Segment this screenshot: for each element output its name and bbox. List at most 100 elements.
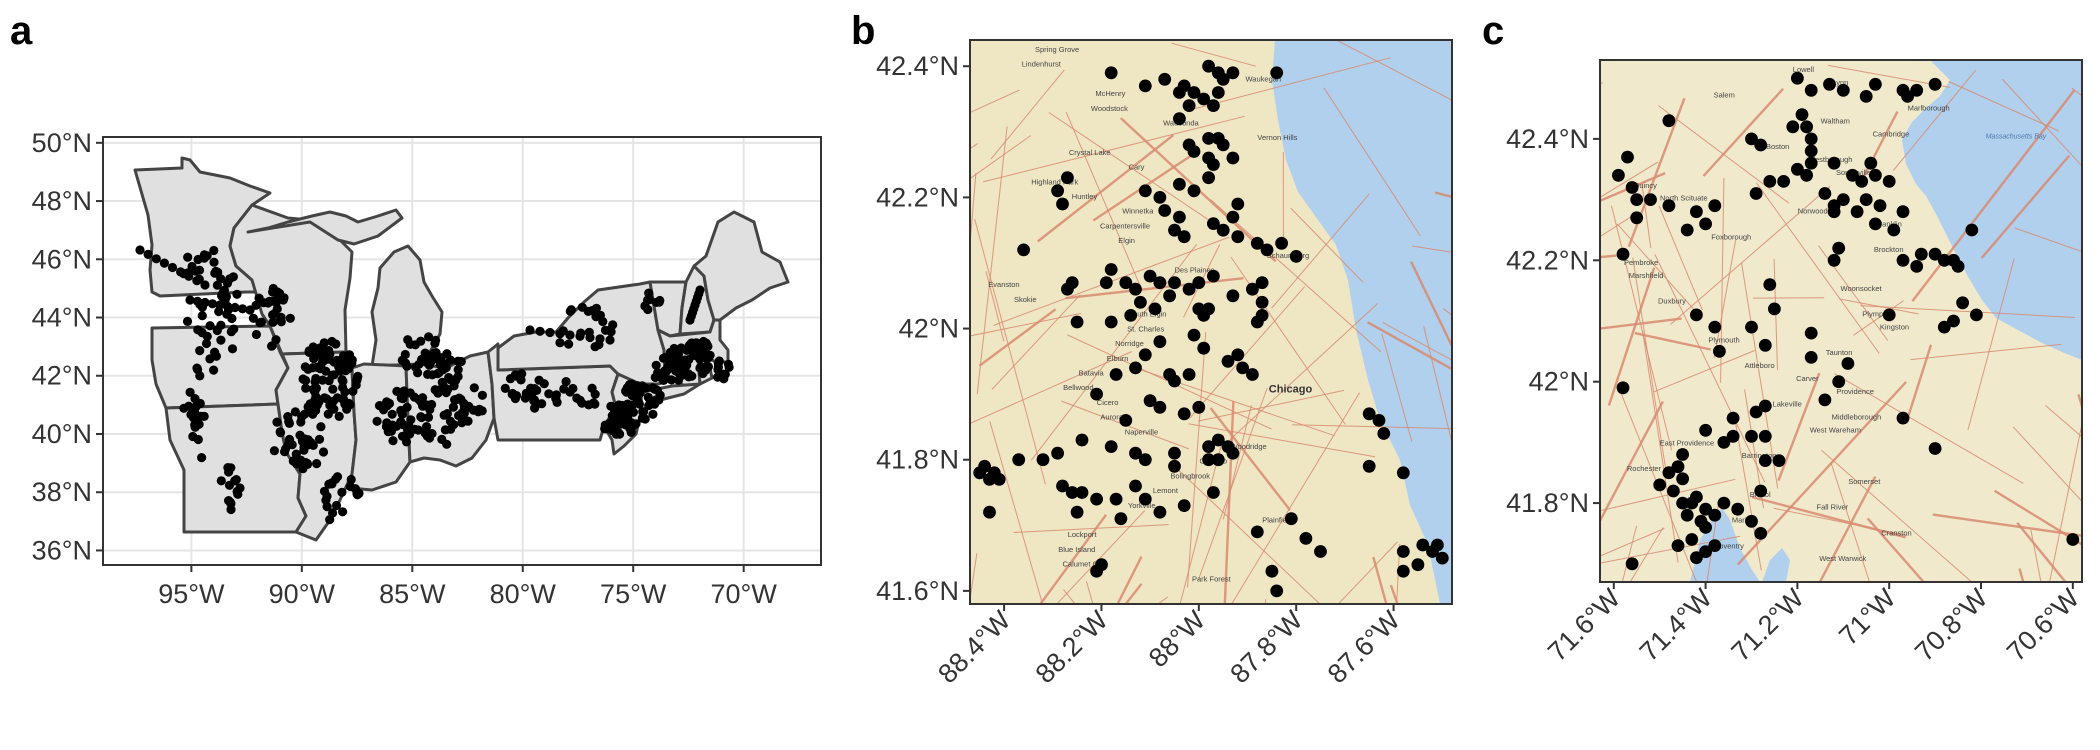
- panel-c-site-point: [1662, 466, 1676, 480]
- panel-a-site-point: [525, 325, 535, 335]
- panel-b-road: [1172, 464, 1321, 604]
- panel-a-site-point: [327, 336, 337, 347]
- panel-b-site-point: [1275, 236, 1288, 250]
- panel-a-site-point: [564, 339, 574, 349]
- panel-a-site-point: [462, 402, 472, 412]
- panel-a-site-point: [397, 409, 407, 419]
- panel-b-road: [974, 218, 1046, 485]
- panel-b-site-point: [1129, 446, 1142, 460]
- panel-c-site-point: [1910, 83, 1924, 97]
- panel-b-site-point: [1173, 112, 1186, 126]
- panel-a-site-point: [405, 429, 415, 439]
- panel-c-site-point: [1928, 247, 1942, 261]
- panel-b-y-tick-label: 42°N: [899, 314, 959, 344]
- panel-a-site-point: [216, 335, 226, 345]
- panel-b-site-point: [1124, 309, 1138, 322]
- panel-a-site-point: [325, 515, 335, 525]
- panel-b-site-point: [1202, 440, 1215, 453]
- panel-c-road: [1821, 449, 1973, 582]
- panel-c-place-label: Middleborough: [1832, 413, 1882, 422]
- panel-c-place-label: Woonsocket: [1841, 284, 1883, 293]
- panel-b-place-label: Blue Island: [1058, 545, 1095, 554]
- panel-b-site-point: [1207, 99, 1220, 112]
- panel-c-x-tick-label: 71.4°W: [1634, 583, 1718, 667]
- panel-c-site-point: [1901, 90, 1914, 103]
- panel-a-site-point: [184, 401, 194, 411]
- panel-b-site-point: [1129, 361, 1142, 375]
- panel-a-site-point: [682, 345, 692, 355]
- panel-a-site-point: [477, 390, 487, 400]
- panel-b-site-point: [1075, 433, 1089, 447]
- panel-c-road: [1910, 343, 2062, 361]
- panel-c-site-point: [1859, 90, 1873, 103]
- panel-c-x-tick-label: 70.8°W: [1909, 583, 1993, 667]
- panel-b-x-axis: 88.4°W 88.2°W 88°W 87.8°W 87.6°W: [932, 604, 1406, 689]
- panel-c-road: [1980, 154, 2071, 259]
- panel-b-site-point: [1177, 79, 1191, 93]
- panel-a-site-point: [199, 411, 209, 421]
- panel-a-y-tick-label: 50°N: [32, 128, 92, 158]
- panel-b-x-tick-label: 87.8°W: [1224, 605, 1308, 689]
- michigan-upper-peninsula: [246, 208, 404, 246]
- panel-a-site-point: [565, 330, 575, 340]
- panel-a-site-point: [210, 268, 220, 278]
- panel-a-site-point: [212, 280, 222, 290]
- panel-b-points: [973, 59, 1449, 598]
- panel-a-site-point: [629, 385, 639, 395]
- panel-b-site-point: [1065, 276, 1079, 290]
- panel-a-site-point: [445, 355, 456, 365]
- panel-b-site-point: [1255, 295, 1269, 309]
- panel-a-site-point: [590, 342, 600, 352]
- panel-c-place-label: Plympton: [1862, 310, 1893, 319]
- panel-a-site-point: [537, 399, 547, 409]
- panel-a-site-point: [281, 444, 291, 454]
- panel-c-site-point: [1818, 393, 1832, 407]
- panel-c-site-point: [1887, 223, 1901, 237]
- panel-a-site-point: [555, 329, 565, 339]
- panel-b-road: [1290, 207, 1364, 283]
- panel-a-site-point: [327, 370, 338, 380]
- panel-c-site-point: [1671, 539, 1685, 552]
- panel-a-x-axis: 95°W 90°W 85°W 80°W 75°W 70°W: [158, 565, 777, 609]
- panel-c-place-label: West Warwick: [1819, 554, 1866, 563]
- panel-c-road: [1611, 205, 1673, 451]
- panel-a-site-point: [310, 387, 320, 397]
- panel-a-site-point: [591, 303, 602, 313]
- panel-b-site-point: [1119, 276, 1133, 290]
- panel-a-site-point: [590, 399, 600, 409]
- panel-a-site-point: [248, 313, 258, 323]
- panel-c-place-label: Franklin: [1875, 220, 1902, 229]
- panel-a-site-point: [521, 388, 531, 398]
- panel-b-road: [1337, 541, 1398, 604]
- panel-c-site-point: [1690, 308, 1703, 322]
- panel-a-site-point: [720, 369, 730, 379]
- panel-b-road: [1013, 524, 1169, 533]
- panel-b-site-point: [1246, 368, 1259, 381]
- panel-b-site-point: [1265, 564, 1279, 578]
- panel-c-site-point: [1749, 405, 1763, 419]
- panel-a-site-point: [334, 411, 344, 421]
- panel-a-site-point: [340, 387, 350, 397]
- panel-c-site-point: [1708, 508, 1722, 522]
- panel-c-place-label: Waltham: [1821, 117, 1850, 126]
- panel-c-road: [1777, 372, 1821, 482]
- panel-c-y-tick-label: 42.2°N: [1506, 245, 1589, 275]
- panel-b-site-point: [1377, 427, 1391, 440]
- panel-c-road: [1642, 330, 1679, 563]
- panel-c-place-label: Cranston: [1881, 528, 1911, 537]
- panel-c-site-point: [1690, 551, 1703, 565]
- panel-a-site-point: [285, 313, 295, 323]
- panel-a-site-point: [167, 262, 178, 273]
- panel-b-site-point: [1065, 486, 1079, 499]
- panel-c-place-label: Pembroke: [1624, 258, 1658, 267]
- panel-c-place-label: Marshfield: [1629, 271, 1664, 280]
- panel-a-site-point: [398, 394, 408, 404]
- panel-c-site-point: [1869, 168, 1882, 182]
- panel-b-site-point: [1075, 486, 1089, 499]
- panel-b-x-tick-label: 88.4°W: [932, 605, 1016, 689]
- panel-b-site-point: [1202, 171, 1215, 185]
- panel-c-site-point: [1676, 472, 1689, 486]
- panel-c-place-label: Salem: [1714, 91, 1735, 100]
- panel-a-site-point: [227, 344, 238, 354]
- panel-c-site-point: [1804, 144, 1818, 158]
